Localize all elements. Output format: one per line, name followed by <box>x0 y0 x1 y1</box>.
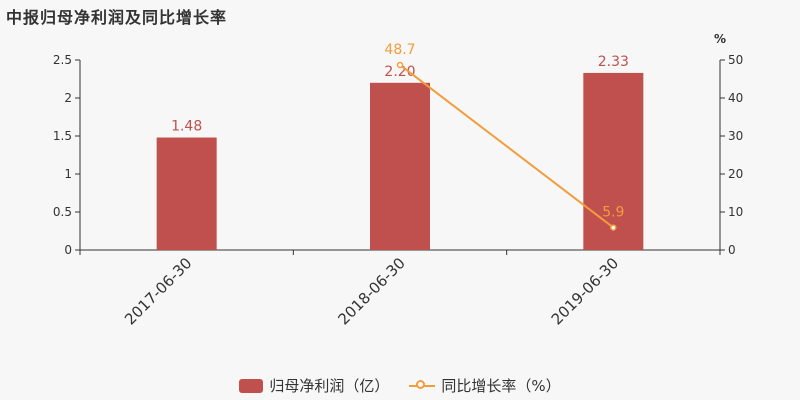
y-left-tick-label: 2.5 <box>53 53 72 67</box>
bar <box>156 137 217 250</box>
y-right-tick-label: 20 <box>728 167 743 181</box>
y-left-tick-label: 1.5 <box>53 129 72 143</box>
x-tick-label: 2019-06-30 <box>548 254 622 328</box>
growth-value-label: 48.7 <box>384 42 415 58</box>
y-right-tick-label: 0 <box>728 243 736 257</box>
growth-value-label: 5.9 <box>602 205 624 221</box>
bar <box>583 72 644 250</box>
x-tick-label: 2017-06-30 <box>121 254 195 328</box>
legend-line-swatch <box>409 379 436 393</box>
bar-value-label: 2.20 <box>384 64 415 80</box>
y-left-tick-label: 0.5 <box>53 205 72 219</box>
growth-line <box>399 64 614 229</box>
legend-label-growth: 同比增长率（%） <box>441 377 561 395</box>
x-tick-label: 2018-06-30 <box>334 254 408 328</box>
legend-item-profit[interactable]: 归母净利润（亿） <box>239 375 389 396</box>
legend-label-profit: 归母净利润（亿） <box>269 377 390 395</box>
y-left-tick-label: 1 <box>64 167 72 181</box>
legend-item-growth[interactable]: 同比增长率（%） <box>409 375 561 396</box>
y-right-tick-label: 10 <box>728 205 743 219</box>
y-right-tick-label: 50 <box>728 53 743 67</box>
growth-point <box>396 61 404 69</box>
y-left-tick-label: 0 <box>64 243 72 257</box>
bar-value-label: 1.48 <box>171 119 202 135</box>
y-right-tick-label: 30 <box>728 129 743 143</box>
bar <box>370 82 430 250</box>
bar-value-label: 2.33 <box>598 54 629 70</box>
y-left-tick-label: 2 <box>64 91 72 105</box>
chart-legend: 归母净利润（亿） 同比增长率（%） <box>0 375 800 396</box>
y-right-tick-label: 40 <box>728 91 743 105</box>
legend-bar-swatch <box>239 378 264 393</box>
chart-title: 中报归母净利润及同比增长率 <box>6 8 228 27</box>
y-right-unit-label: % <box>714 32 726 46</box>
growth-point <box>610 224 617 231</box>
